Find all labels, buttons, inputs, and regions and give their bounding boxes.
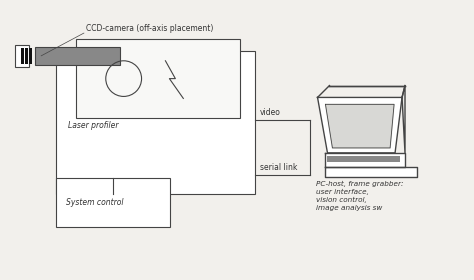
Bar	[35, 47, 120, 65]
Text: video: video	[260, 108, 281, 117]
Text: PC-host, frame grabber:
user interface,
vision control,
image analysis sw: PC-host, frame grabber: user interface, …	[316, 181, 403, 211]
Polygon shape	[326, 104, 394, 148]
Polygon shape	[402, 86, 405, 153]
Text: Laser profiler: Laser profiler	[68, 121, 118, 130]
Bar	[328, 156, 400, 162]
Bar	[76, 39, 240, 118]
Bar	[25, 48, 28, 64]
Bar	[29, 48, 32, 64]
Text: serial link: serial link	[260, 163, 297, 172]
Polygon shape	[318, 97, 402, 153]
Bar	[56, 51, 255, 194]
Bar	[56, 178, 170, 227]
Polygon shape	[326, 153, 405, 167]
Text: CCD-camera (off-axis placement): CCD-camera (off-axis placement)	[86, 24, 213, 33]
Polygon shape	[326, 167, 417, 177]
Bar	[15, 45, 29, 67]
Bar	[21, 48, 24, 64]
Text: System control: System control	[66, 198, 124, 207]
